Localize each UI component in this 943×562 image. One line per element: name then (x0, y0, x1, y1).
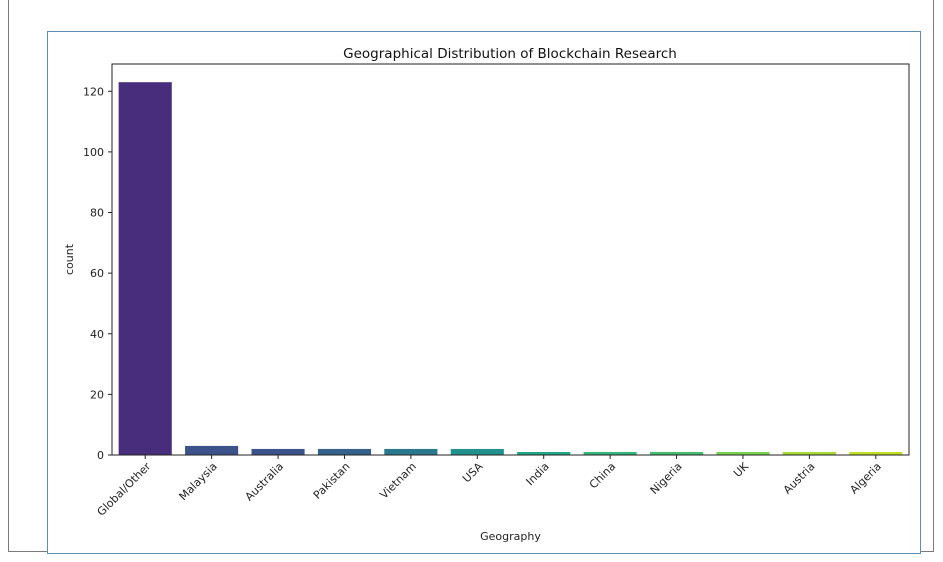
x-tick-label: Algeria (847, 460, 884, 497)
bar-nigeria (649, 451, 704, 455)
bar-usa (450, 448, 504, 455)
y-tick-label: 100 (83, 146, 104, 159)
x-tick-label: Malaysia (177, 460, 220, 503)
x-tick-label: Global/Other (95, 460, 154, 519)
axes-frame (111, 63, 910, 456)
bar-pakistan (317, 448, 372, 455)
y-tick-label: 80 (90, 207, 104, 220)
x-axis-ticks: Global/Other Malaysia Australia Pakistan Vie… (95, 455, 884, 519)
x-axis-label: Geography (480, 530, 541, 543)
bars (118, 82, 903, 456)
y-tick-label: 40 (90, 328, 104, 341)
x-tick-label: Vietnam (377, 460, 419, 502)
x-tick-label: Australia (243, 460, 287, 504)
y-axis-label: count (63, 243, 76, 275)
bar-austria (782, 451, 836, 455)
bar-australia (251, 448, 305, 455)
bar-china (583, 451, 637, 455)
x-tick-label: USA (460, 460, 486, 486)
x-tick-label: Nigeria (648, 460, 685, 497)
y-tick-label: 60 (90, 267, 104, 280)
y-tick-label: 0 (97, 449, 104, 462)
x-tick-label: Austria (781, 460, 818, 497)
x-tick-label: China (587, 460, 618, 491)
bar-uk (716, 451, 770, 455)
bar-vietnam (384, 448, 438, 455)
chart-title: Geographical Distribution of Blockchain … (343, 46, 677, 62)
bar-algeria (849, 451, 903, 455)
x-tick-label: India (524, 460, 552, 488)
bar-india (517, 451, 571, 455)
x-tick-label: Pakistan (311, 460, 353, 502)
bar-global-other (118, 82, 172, 456)
figure-panel (47, 31, 921, 554)
bar-malaysia (185, 445, 239, 455)
y-axis-ticks: 0 20 40 60 80 100 120 (83, 85, 112, 462)
x-tick-label: UK (731, 459, 752, 480)
y-tick-label: 120 (83, 85, 104, 98)
y-tick-label: 20 (90, 388, 104, 401)
